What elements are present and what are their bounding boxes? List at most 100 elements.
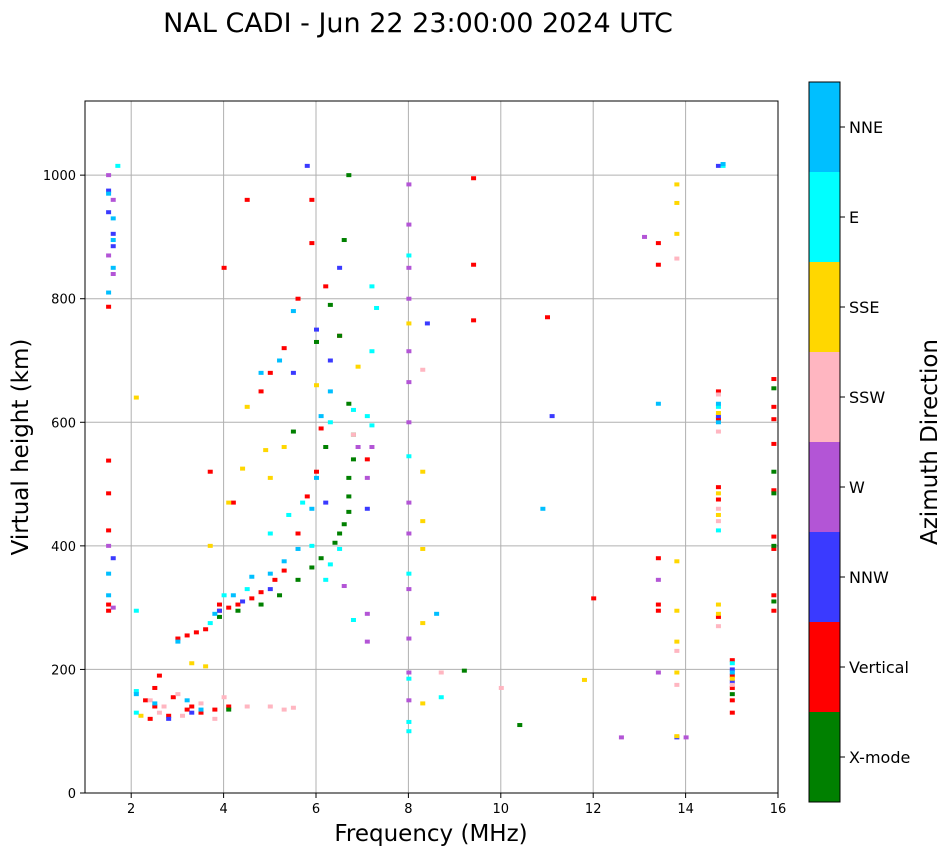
data-point xyxy=(258,389,264,394)
data-point xyxy=(300,500,306,505)
data-point xyxy=(674,648,680,653)
data-point xyxy=(420,546,426,551)
x-axis-label: Frequency (MHz) xyxy=(334,821,527,847)
plot-background xyxy=(85,101,778,793)
data-point xyxy=(244,404,250,409)
colorbar-segment xyxy=(809,532,840,622)
data-point xyxy=(230,593,236,598)
data-point xyxy=(771,377,777,382)
data-point xyxy=(106,593,112,598)
data-point xyxy=(110,556,116,561)
data-point xyxy=(323,445,329,449)
data-point xyxy=(110,216,116,221)
data-point xyxy=(771,599,777,604)
colorbar-tick-label: X-mode xyxy=(849,748,910,767)
colorbar-tick-label: W xyxy=(849,478,865,497)
data-point xyxy=(674,182,680,187)
colorbar-label: Azimuth Direction xyxy=(917,339,943,545)
data-point xyxy=(591,596,597,601)
data-point xyxy=(327,358,333,363)
data-point xyxy=(198,710,204,715)
colorbar-segment xyxy=(809,622,840,712)
data-point xyxy=(655,577,661,582)
x-tick-label: 10 xyxy=(493,802,510,817)
data-point xyxy=(420,469,426,474)
data-point xyxy=(346,173,352,178)
data-point xyxy=(420,367,426,372)
data-point xyxy=(715,624,721,629)
data-point xyxy=(281,568,287,573)
data-point xyxy=(106,191,112,196)
data-point xyxy=(655,556,661,561)
data-point xyxy=(771,488,777,493)
data-point xyxy=(290,429,296,434)
data-point xyxy=(147,698,153,703)
colorbar-segment xyxy=(809,82,840,172)
data-point xyxy=(327,302,333,307)
data-point xyxy=(364,611,370,616)
data-point xyxy=(332,540,338,545)
data-point xyxy=(406,531,412,536)
data-point xyxy=(314,469,319,474)
data-point xyxy=(277,358,283,363)
data-point xyxy=(424,321,430,326)
data-point xyxy=(290,309,296,314)
data-point xyxy=(110,244,116,249)
data-point xyxy=(715,420,721,425)
data-point xyxy=(295,577,301,582)
data-point xyxy=(281,559,287,564)
data-point xyxy=(374,305,380,310)
data-point xyxy=(212,707,218,712)
data-point xyxy=(281,445,287,449)
data-point xyxy=(295,531,301,536)
data-point xyxy=(314,339,319,344)
chart-title: NAL CADI - Jun 22 23:00:00 2024 UTC xyxy=(163,8,673,39)
data-point xyxy=(309,565,315,570)
data-point xyxy=(674,559,680,564)
data-point xyxy=(198,701,204,706)
y-tick-label: 600 xyxy=(51,416,76,431)
data-point xyxy=(406,571,412,576)
y-tick-label: 800 xyxy=(51,293,76,308)
data-point xyxy=(364,414,370,419)
data-point xyxy=(549,414,555,419)
data-point xyxy=(406,676,412,681)
data-point xyxy=(346,401,352,406)
data-point xyxy=(110,605,116,610)
data-point xyxy=(438,670,444,675)
data-point xyxy=(267,475,273,480)
data-point xyxy=(369,445,375,449)
data-point xyxy=(337,546,343,551)
data-point xyxy=(203,627,209,632)
data-point xyxy=(106,608,112,613)
data-point xyxy=(212,611,218,616)
data-point xyxy=(318,426,324,431)
series-vertical xyxy=(106,176,777,721)
data-point xyxy=(290,705,296,710)
data-point xyxy=(226,704,232,709)
data-point xyxy=(323,577,329,582)
data-point xyxy=(406,420,412,425)
data-point xyxy=(715,163,721,168)
data-point xyxy=(369,349,375,354)
x-tick-label: 2 xyxy=(127,802,135,817)
colorbar-segment xyxy=(809,262,840,352)
data-point xyxy=(364,506,370,511)
data-point xyxy=(207,543,213,548)
data-point xyxy=(355,364,361,369)
data-point xyxy=(106,602,112,607)
data-point xyxy=(323,284,329,289)
data-point xyxy=(106,458,112,463)
data-point xyxy=(106,188,112,193)
data-point xyxy=(406,729,412,734)
data-point xyxy=(715,485,721,490)
data-point xyxy=(771,469,777,474)
y-tick-label: 1000 xyxy=(43,169,76,184)
data-point xyxy=(110,272,116,276)
data-point xyxy=(715,392,721,397)
data-point xyxy=(337,265,343,270)
data-point xyxy=(715,401,721,406)
data-point xyxy=(655,670,661,675)
data-point xyxy=(106,253,112,258)
